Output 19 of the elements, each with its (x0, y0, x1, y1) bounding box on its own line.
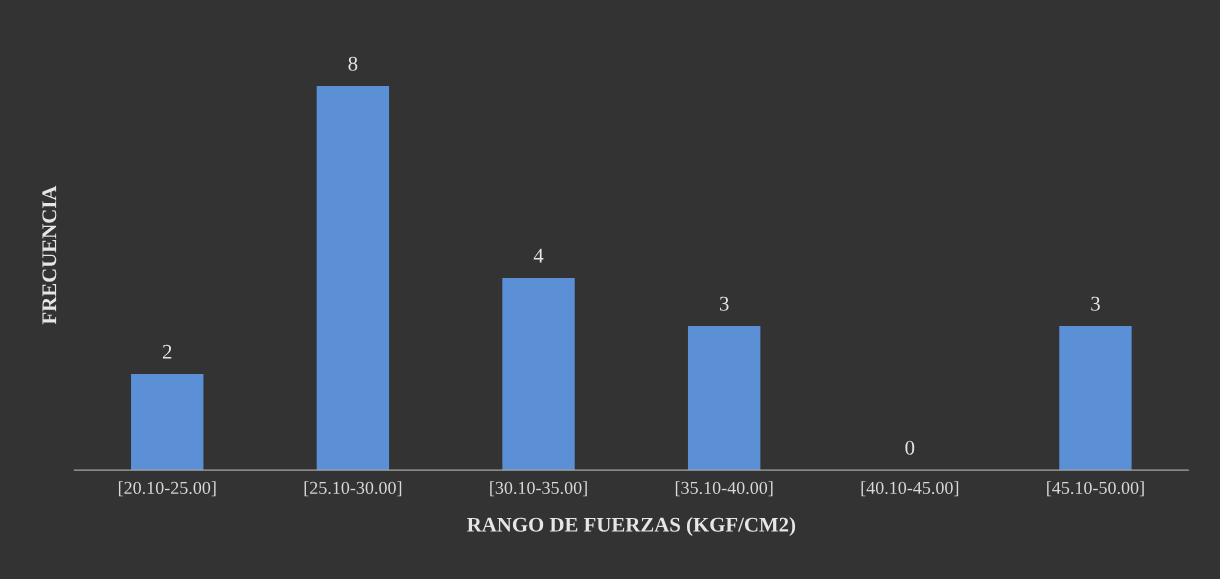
bar (131, 374, 204, 471)
data-label: 4 (533, 248, 544, 263)
bar (687, 326, 761, 471)
x-tick-label: [35.10-40.00] (675, 481, 773, 497)
x-tick-label: [20.10-25.00] (118, 481, 216, 497)
x-tick-label: [25.10-30.00] (304, 481, 402, 497)
bar (1059, 326, 1132, 471)
x-axis-title: RANGO DE FUERZAS (KGF/CM2) (467, 517, 796, 536)
data-label: 3 (719, 296, 729, 311)
data-label: 0 (905, 440, 915, 455)
data-label: 8 (348, 56, 358, 71)
x-tick-label: [45.10-50.00] (1047, 481, 1144, 497)
bar (502, 278, 575, 471)
x-tick-label: [30.10-35.00] (490, 481, 587, 497)
x-tick-label: [40.10-45.00] (861, 481, 959, 497)
y-axis-title: FRECUENCIA (42, 185, 57, 325)
data-label: 3 (1091, 296, 1100, 311)
bar (316, 86, 390, 471)
data-label: 2 (162, 344, 172, 359)
